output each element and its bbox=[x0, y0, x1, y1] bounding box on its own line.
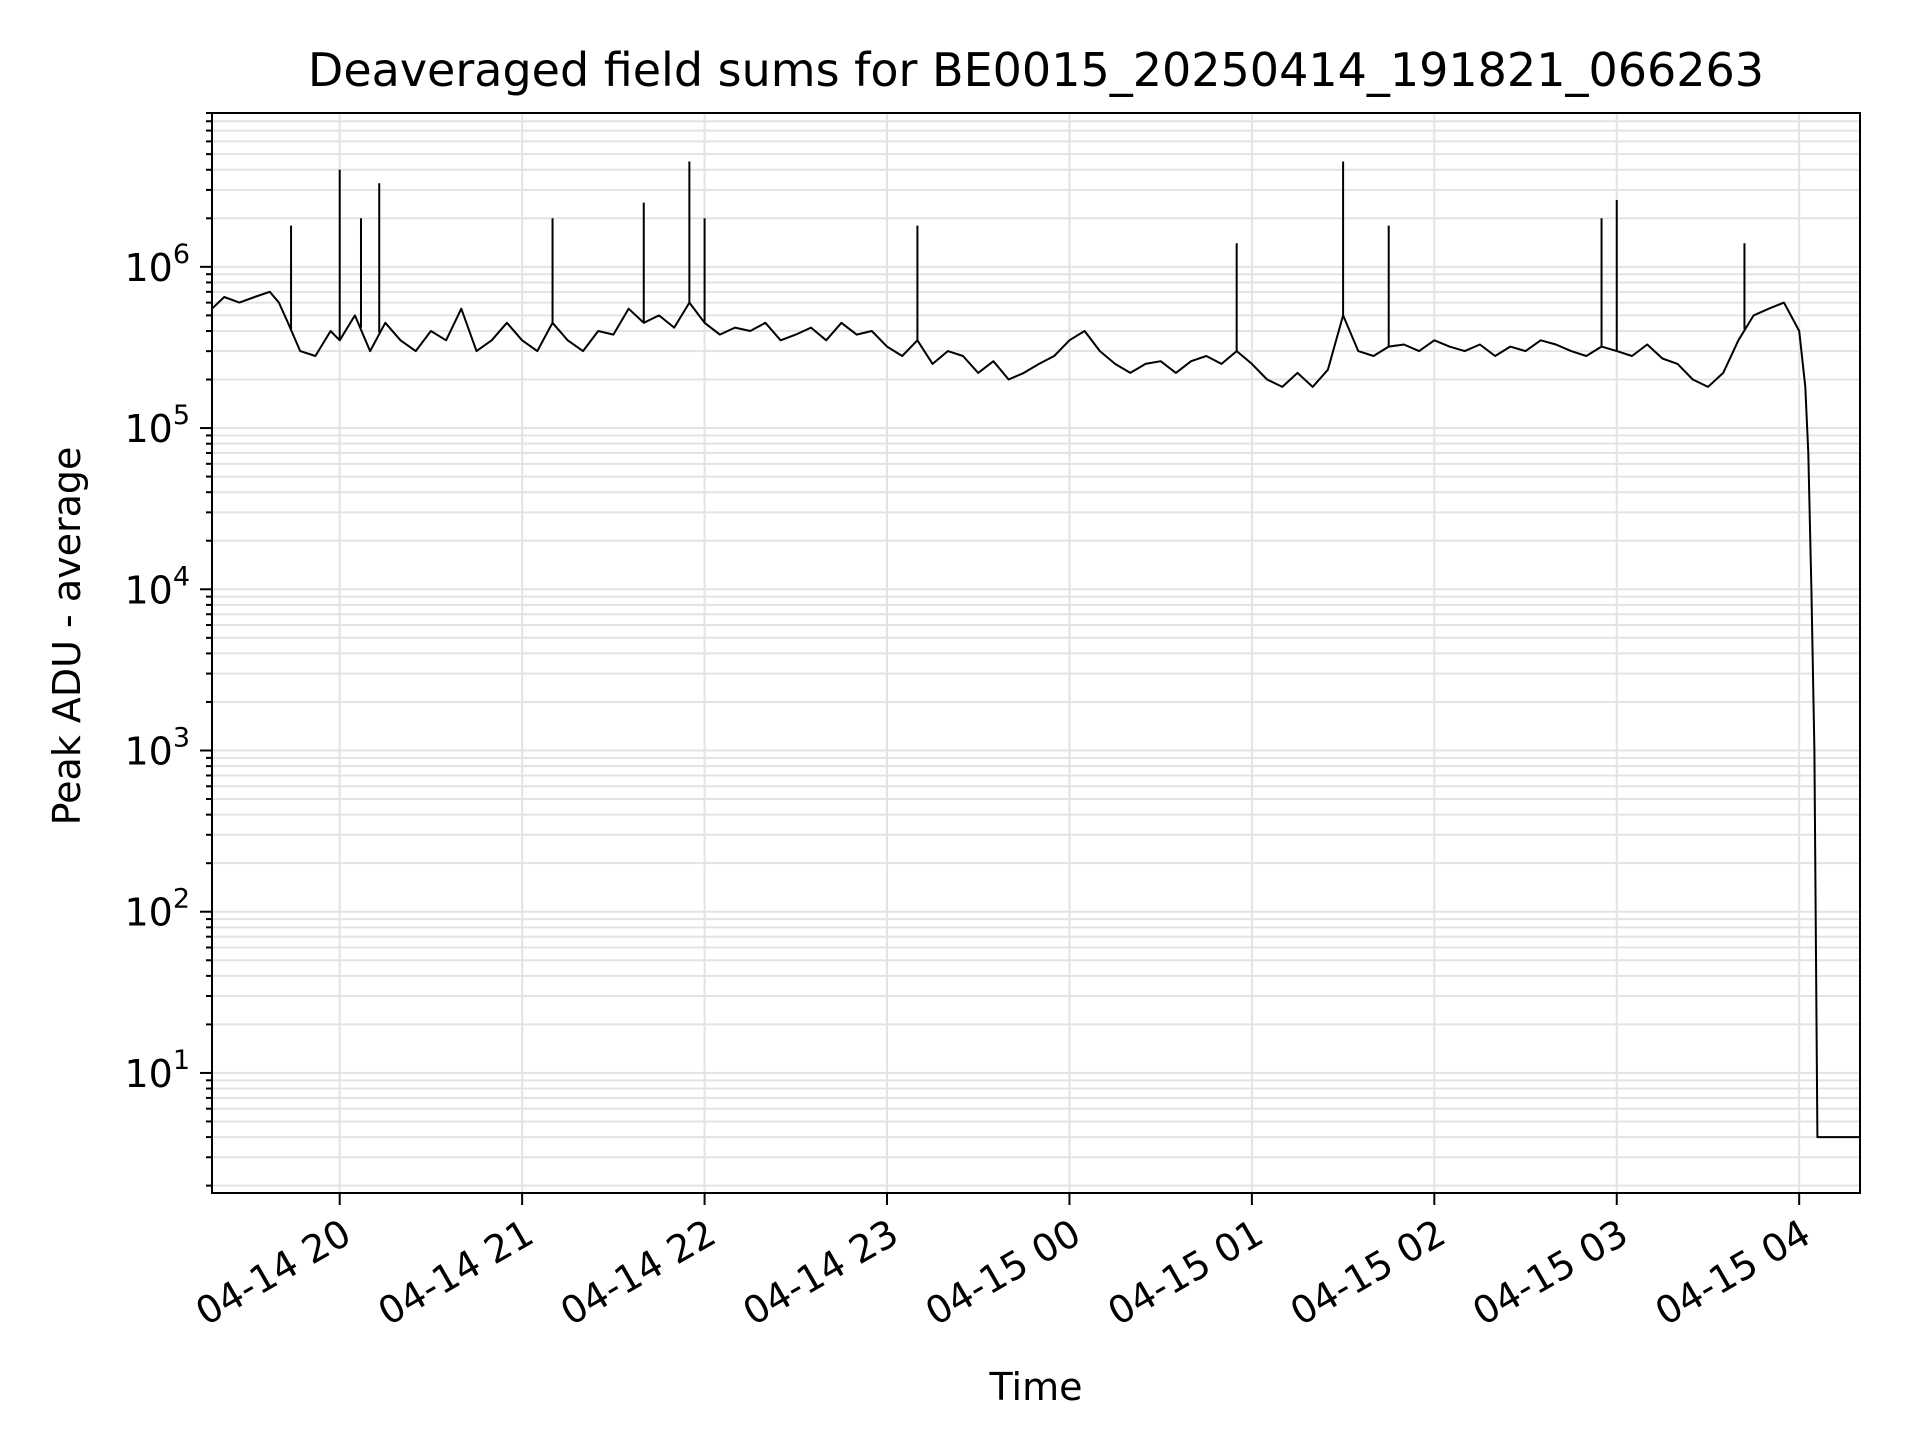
y-tick-label: 104 bbox=[124, 561, 190, 612]
y-tick-label: 102 bbox=[124, 884, 190, 935]
y-tick-exponent: 6 bbox=[173, 239, 190, 270]
y-tick-label: 106 bbox=[124, 239, 190, 290]
series-layer bbox=[211, 161, 1860, 1139]
y-tick-label: 105 bbox=[124, 400, 190, 451]
y-tick-label: 103 bbox=[124, 722, 190, 773]
series-line bbox=[211, 290, 1860, 1139]
chart-title: Deaveraged field sums for BE0015_2025041… bbox=[308, 43, 1764, 97]
y-tick-exponent: 1 bbox=[173, 1045, 190, 1076]
y-tick-exponent: 4 bbox=[173, 561, 190, 592]
y-axis-label: Peak ADU - average bbox=[45, 447, 89, 826]
x-axis-label: Time bbox=[989, 1365, 1083, 1409]
y-tick-exponent: 5 bbox=[173, 400, 190, 431]
y-tick-base: 10 bbox=[124, 891, 172, 935]
y-tick-base: 10 bbox=[124, 568, 172, 612]
y-tick-label: 101 bbox=[124, 1045, 190, 1096]
grid bbox=[212, 112, 1860, 1193]
y-tick-base: 10 bbox=[124, 407, 172, 451]
y-tick-base: 10 bbox=[124, 729, 172, 773]
y-tick-base: 10 bbox=[124, 1052, 172, 1096]
y-tick-base: 10 bbox=[124, 246, 172, 290]
y-tick-exponent: 3 bbox=[173, 722, 190, 753]
y-tick-exponent: 2 bbox=[173, 884, 190, 915]
